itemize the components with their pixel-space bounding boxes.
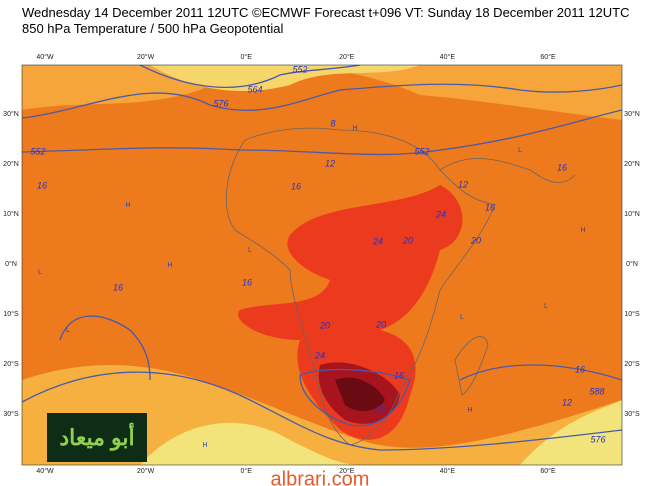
pressure-mark: L [248, 247, 252, 254]
contour-label: 16 [375, 404, 385, 414]
pressure-mark: H [580, 227, 585, 234]
pressure-mark: H [125, 202, 130, 209]
pressure-mark: L [518, 147, 522, 154]
lat-label: 30°S [624, 410, 640, 418]
contour-label: 24 [372, 236, 383, 246]
contour-label: 16 [291, 181, 301, 191]
watermark: albrari.com [271, 468, 370, 486]
contour-label: 552 [414, 146, 429, 156]
lat-label: 20°S [624, 360, 640, 368]
lat-label: 10°S [624, 310, 640, 318]
contour-label: 12 [458, 179, 468, 189]
lat-label: 30°N [624, 110, 640, 118]
lon-label: 20°W [137, 467, 155, 475]
contour-label: 20 [402, 235, 413, 245]
lon-label: 20°W [137, 53, 155, 61]
contour-label: 16 [242, 277, 252, 287]
lon-label: 20°E [339, 467, 355, 475]
lat-label: 10°S [3, 310, 19, 318]
pressure-mark: L [460, 314, 464, 321]
lon-label: 60°E [540, 53, 556, 61]
coastline-africa [225, 127, 496, 446]
hottest-region [335, 377, 385, 412]
pressure-mark: H [352, 125, 357, 132]
pressure-mark: L [544, 303, 548, 310]
lat-label: 30°N [3, 110, 19, 118]
lat-label: 0°N [626, 260, 638, 268]
contour-label: 20 [319, 320, 330, 330]
cool-north [150, 65, 420, 91]
lon-label: 20°E [339, 53, 355, 61]
lat-label: 10°N [3, 210, 19, 218]
header-line1: Wednesday 14 December 2011 12UTC ©ECMWF … [22, 5, 630, 20]
labels: 40°W 40°W 20°W 20°W 0°E 0°E 20°E 20°E 40°E 40°E 60… [3, 53, 640, 475]
contour-label: 576 [590, 434, 605, 444]
contour-label: 16 [113, 282, 123, 292]
lon-label: 40°W [36, 467, 54, 475]
contour-label: 16 [37, 180, 47, 190]
contour-line [22, 109, 622, 156]
lon-label: 40°W [36, 53, 54, 61]
contour-line [299, 368, 411, 427]
cool-south-east [520, 400, 622, 465]
contour-line [22, 83, 622, 119]
contour-line [459, 364, 622, 381]
lat-label: 30°S [3, 410, 19, 418]
lat-label: 20°N [3, 160, 19, 168]
contour-label: 20 [470, 235, 481, 245]
logo-text: أبو ميعاد [59, 422, 134, 451]
contour-label: 8 [330, 118, 335, 128]
contour-label: 552 [292, 64, 307, 74]
contour-line [139, 65, 361, 88]
lat-label: 20°N [624, 160, 640, 168]
contour-line [59, 315, 151, 381]
contour-label: 24 [435, 209, 446, 219]
contour-label: 16 [485, 202, 495, 212]
lat-label: 0°N [5, 260, 17, 268]
lon-label: 40°E [440, 53, 456, 61]
contour-label: 16 [394, 370, 404, 380]
pressure-mark: L [66, 327, 70, 334]
coastline-arabia [439, 158, 576, 184]
contour-label: 12 [562, 397, 572, 407]
contour-label: 16 [557, 162, 567, 172]
map [21, 64, 623, 466]
coastline-madagascar [454, 336, 489, 396]
contour-label: 552 [30, 146, 45, 156]
pressure-mark: H [202, 442, 207, 449]
contour-label: 12 [325, 158, 335, 168]
lon-label: 0°E [241, 467, 253, 475]
lat-label: 20°S [3, 360, 19, 368]
contour-label: 588 [589, 386, 604, 396]
lat-label: 10°N [624, 210, 640, 218]
contour-label: 16 [575, 364, 585, 374]
contour-label: 564 [247, 84, 262, 94]
lon-label: 60°E [540, 467, 556, 475]
contour-label: 24 [314, 350, 325, 360]
map-frame [21, 64, 623, 466]
pressure-mark: L [38, 269, 42, 276]
contour-label: 20 [375, 319, 386, 329]
pressure-mark: H [167, 262, 172, 269]
logo-box [47, 413, 147, 462]
contour-label: 576 [213, 98, 228, 108]
lon-label: 0°E [241, 53, 253, 61]
pressure-mark: H [467, 407, 472, 414]
header-line2: 850 hPa Temperature / 500 hPa Geopotenti… [22, 21, 284, 36]
cool-south [140, 422, 360, 465]
contour-line [22, 371, 622, 451]
hot-region [238, 185, 463, 440]
lon-label: 40°E [440, 467, 456, 475]
